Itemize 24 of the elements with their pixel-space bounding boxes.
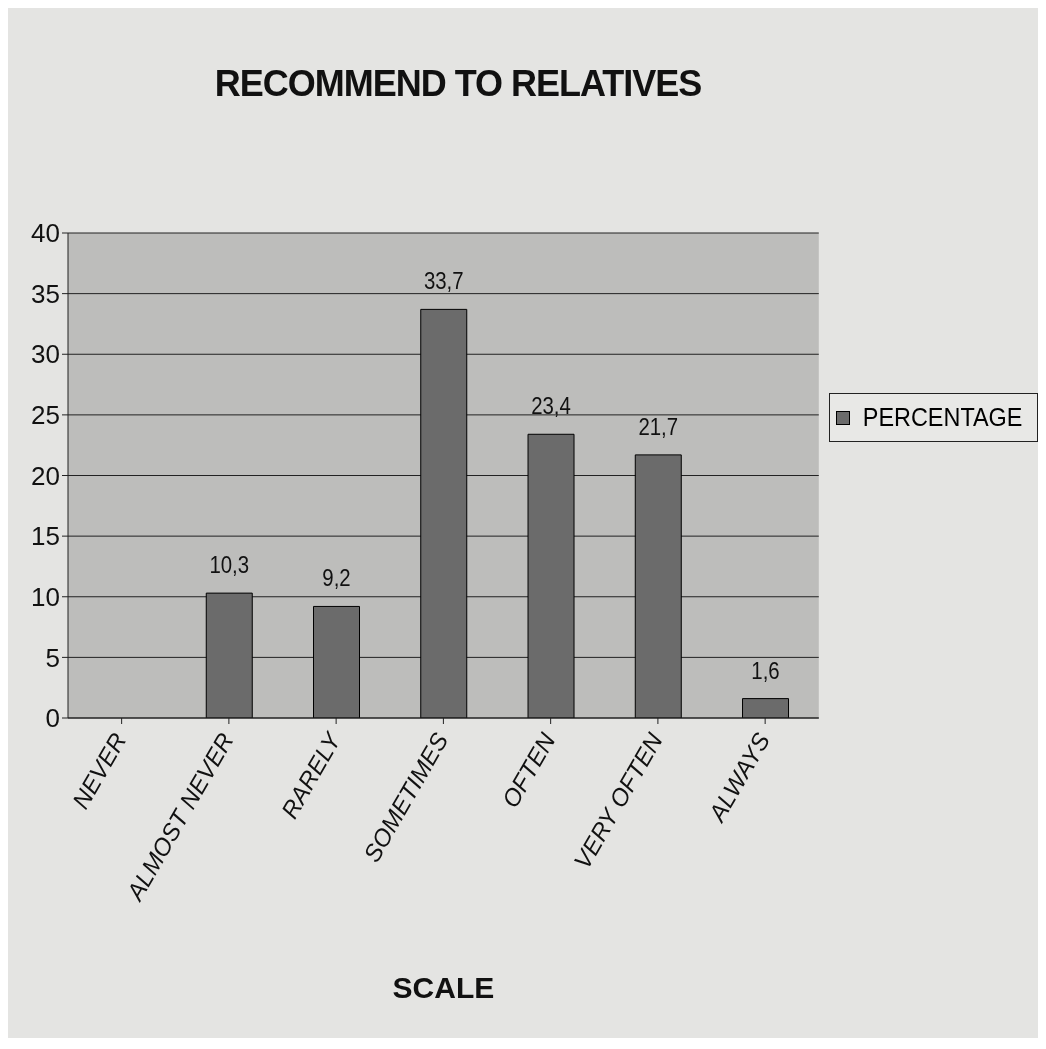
y-tick-label: 30: [31, 339, 60, 370]
legend-label: PERCENTAGE: [862, 402, 1023, 433]
data-label: 9,2: [322, 564, 351, 592]
chart-title: RECOMMEND TO RELATIVES: [213, 63, 703, 105]
y-tick-label: 5: [45, 642, 60, 673]
y-tick-label: 40: [31, 218, 60, 249]
data-label: 21,7: [638, 413, 679, 441]
y-tick-label: 0: [45, 703, 60, 734]
bar: [313, 605, 361, 718]
y-tick-label: 10: [31, 581, 60, 612]
data-label: 1,6: [751, 657, 780, 684]
x-axis-title: SCALE: [392, 971, 495, 1004]
y-tick-label: 25: [31, 400, 60, 431]
y-tick-label: 15: [31, 521, 60, 552]
data-label: 33,7: [423, 267, 464, 295]
data-label: 10,3: [209, 551, 250, 579]
y-tick-label: 35: [31, 278, 60, 309]
data-label: 23,4: [531, 392, 571, 420]
y-tick-label: 20: [31, 460, 60, 491]
bar: [205, 592, 253, 718]
bar: [742, 698, 790, 718]
bar: [420, 308, 468, 718]
bar: [634, 454, 682, 718]
bar: [527, 433, 575, 718]
